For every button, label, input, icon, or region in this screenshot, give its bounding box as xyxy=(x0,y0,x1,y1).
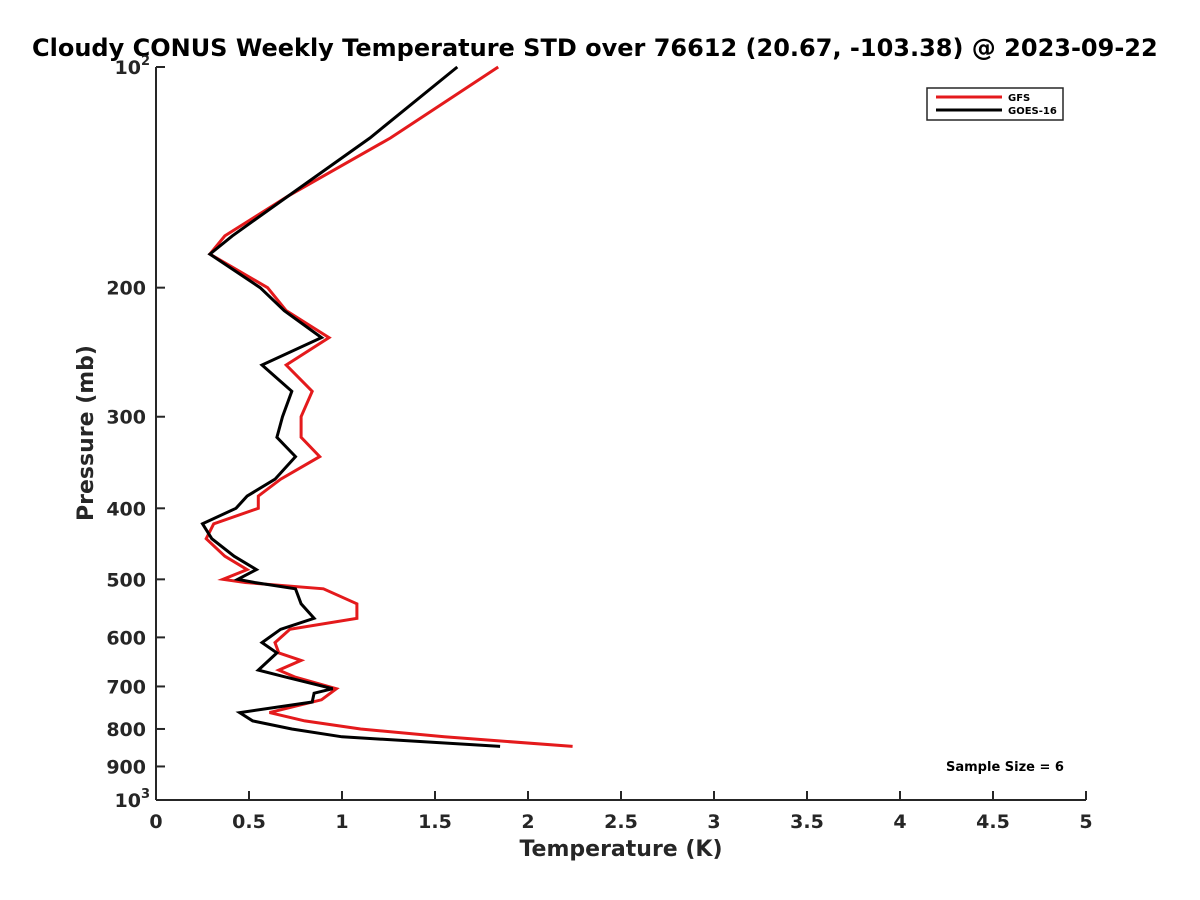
x-tick-label: 2 xyxy=(521,811,534,833)
y-tick-label: 700 xyxy=(106,676,146,698)
x-tick-label: 1.5 xyxy=(418,811,452,833)
chart-title: Cloudy CONUS Weekly Temperature STD over… xyxy=(32,34,1158,62)
series-line-gfs xyxy=(204,65,573,748)
x-tick-label: 1 xyxy=(335,811,348,833)
x-tick-label: 5 xyxy=(1079,811,1092,833)
x-tick-label: 3 xyxy=(707,811,720,833)
y-tick-label: 200 xyxy=(106,278,146,300)
sample-size-annotation: Sample Size = 6 xyxy=(946,760,1064,775)
y-tick-label: 900 xyxy=(106,756,146,778)
y-tick-label: 300 xyxy=(106,407,146,429)
y-tick-label: 103 xyxy=(115,787,151,812)
x-tick-label: 3.5 xyxy=(790,811,824,833)
y-axis-label: Pressure (mb) xyxy=(74,345,99,521)
legend: GFS GOES-16 xyxy=(926,87,1064,121)
x-axis-label: Temperature (K) xyxy=(519,837,722,862)
x-ticks: 0 0.5 1 1.5 2 2.5 3 3.5 4 4.5 5 xyxy=(149,791,1093,833)
x-tick-label: 2.5 xyxy=(604,811,638,833)
y-ticks: 102 200 300 400 500 600 700 800 900 103 xyxy=(106,54,165,812)
plot-lines xyxy=(200,65,573,748)
legend-label-goes-16: GOES-16 xyxy=(1008,106,1057,117)
legend-label-gfs: GFS xyxy=(1008,93,1030,104)
y-tick-label: 400 xyxy=(106,498,146,520)
x-tick-label: 4.5 xyxy=(976,811,1010,833)
y-tick-label: 800 xyxy=(106,719,146,741)
y-tick-label: 102 xyxy=(115,54,151,79)
axes xyxy=(155,67,1086,801)
series-line-goes-16 xyxy=(200,65,501,748)
x-tick-label: 0.5 xyxy=(232,811,266,833)
x-tick-label: 4 xyxy=(893,811,906,833)
y-tick-label: 600 xyxy=(106,627,146,649)
legend-box xyxy=(926,87,1064,121)
y-tick-label: 500 xyxy=(106,569,146,591)
x-tick-label: 0 xyxy=(149,811,162,833)
